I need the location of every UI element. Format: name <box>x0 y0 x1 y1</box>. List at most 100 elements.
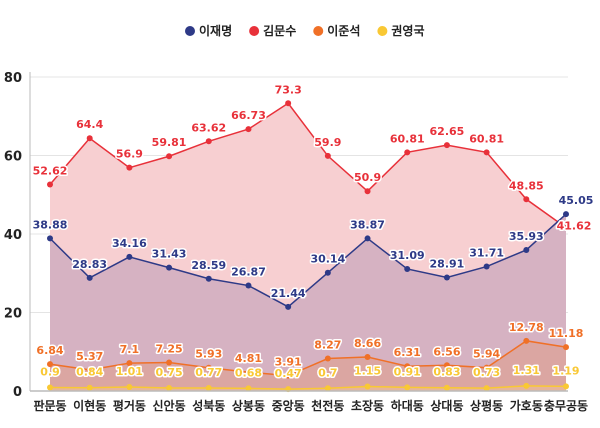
area-이준석 <box>50 340 566 391</box>
x-tick-label: 상봉동 <box>232 398 265 413</box>
legend-marker <box>185 26 195 36</box>
point-이준석 <box>523 337 530 344</box>
data-label-이재명: 38.87 <box>350 218 385 231</box>
line-권영국 <box>49 385 567 390</box>
point-권영국 <box>205 384 212 391</box>
point-이준석 <box>563 344 569 351</box>
point-김문수 <box>166 153 173 160</box>
data-label-이재명: 45.05 <box>559 194 594 207</box>
area-이재명 <box>50 214 566 391</box>
data-label-이준석: 8.27 <box>314 339 341 352</box>
data-label-이준석: 6.31 <box>394 346 421 359</box>
legend-marker <box>313 26 324 36</box>
data-label-김문수: 60.81 <box>469 132 504 145</box>
point-이재명 <box>86 274 93 281</box>
point-이재명 <box>563 211 569 218</box>
point-권영국 <box>483 385 490 392</box>
point-김문수 <box>47 181 53 188</box>
data-label-권영국: 0.9 <box>40 365 60 378</box>
point-이준석 <box>443 362 450 369</box>
data-label-이준석: 5.94 <box>473 348 500 361</box>
point-이재명 <box>166 264 173 271</box>
point-이준석 <box>166 359 173 366</box>
point-이준석 <box>126 360 133 367</box>
data-label-권영국: 0.77 <box>195 366 222 379</box>
data-label-권영국: 1.19 <box>552 364 579 377</box>
point-권영국 <box>86 384 93 391</box>
y-tick-label: 20 <box>4 307 22 322</box>
data-label-이준석: 7.1 <box>120 343 140 356</box>
x-tick-label: 가호동 <box>510 398 543 413</box>
data-label-김문수: 62.65 <box>430 125 465 138</box>
point-권영국 <box>47 384 53 391</box>
point-이준석 <box>245 369 252 376</box>
point-이재명 <box>126 253 133 260</box>
data-label-권영국: 0.68 <box>235 366 262 379</box>
data-label-이재명: 30.14 <box>310 253 345 266</box>
x-tick-label: 중앙동 <box>272 399 305 413</box>
data-label-이준석: 11.18 <box>549 327 584 340</box>
data-label-권영국: 0.73 <box>473 366 500 379</box>
data-label-이재명: 28.91 <box>430 258 465 271</box>
point-이재명 <box>205 275 212 282</box>
legend-marker <box>249 26 260 36</box>
data-label-권영국: 0.47 <box>275 367 302 380</box>
x-tick-label: 신안동 <box>153 398 186 413</box>
y-tick-label: 40 <box>4 228 22 243</box>
data-label-권영국: 0.83 <box>433 366 460 379</box>
point-이준석 <box>86 366 93 373</box>
data-label-이준석: 7.25 <box>156 343 183 356</box>
data-label-이재명: 31.43 <box>152 248 187 261</box>
data-label-김문수: 60.81 <box>390 132 425 145</box>
data-label-이재명: 38.88 <box>33 218 68 231</box>
data-label-이준석: 3.91 <box>275 356 302 369</box>
x-tick-label: 평거동 <box>113 398 146 413</box>
line-이준석 <box>49 340 567 377</box>
legend-marker <box>377 26 388 36</box>
x-tick-label: 이현동 <box>73 398 106 413</box>
point-이재명 <box>404 265 411 272</box>
point-김문수 <box>364 188 371 195</box>
line-김문수 <box>49 102 567 229</box>
point-김문수 <box>86 135 93 142</box>
point-권영국 <box>364 383 371 390</box>
point-이재명 <box>245 282 252 289</box>
point-이재명 <box>324 269 331 276</box>
data-label-이준석: 8.66 <box>354 337 381 350</box>
y-tick-label: 0 <box>13 385 22 400</box>
data-label-김문수: 50.9 <box>354 171 381 184</box>
data-label-이준석: 6.84 <box>36 344 63 357</box>
point-이재명 <box>285 303 292 310</box>
point-이준석 <box>364 354 371 361</box>
point-김문수 <box>404 149 411 156</box>
legend-label: 권영국 <box>391 23 424 38</box>
data-label-이재명: 21.44 <box>271 287 306 300</box>
data-label-김문수: 59.81 <box>152 136 187 149</box>
data-label-권영국: 1.15 <box>354 364 381 377</box>
data-label-김문수: 56.9 <box>116 148 143 161</box>
data-label-이재명: 35.93 <box>509 230 544 243</box>
data-label-이재명: 28.83 <box>72 258 107 271</box>
point-김문수 <box>205 138 212 145</box>
data-label-이준석: 5.93 <box>195 348 222 361</box>
x-tick-label: 상대동 <box>430 398 463 413</box>
area-권영국 <box>50 385 566 391</box>
data-label-권영국: 0.7 <box>318 366 338 379</box>
data-label-김문수: 64.4 <box>76 118 103 131</box>
point-권영국 <box>166 385 173 392</box>
legend-label: 김문수 <box>263 23 296 38</box>
point-이준석 <box>285 372 292 379</box>
point-이재명 <box>443 274 450 281</box>
line-이재명 <box>49 213 567 308</box>
y-tick-label: 80 <box>4 71 22 86</box>
point-권영국 <box>523 382 530 389</box>
x-tick-label: 상평동 <box>470 398 503 413</box>
point-이재명 <box>47 235 53 242</box>
x-tick-label: 초장동 <box>351 399 384 413</box>
y-tick-label: 60 <box>4 150 22 165</box>
data-label-이준석: 4.81 <box>235 352 262 365</box>
data-label-이재명: 26.87 <box>231 266 266 279</box>
point-이준석 <box>47 361 53 368</box>
point-김문수 <box>285 100 292 107</box>
point-권영국 <box>126 384 133 391</box>
